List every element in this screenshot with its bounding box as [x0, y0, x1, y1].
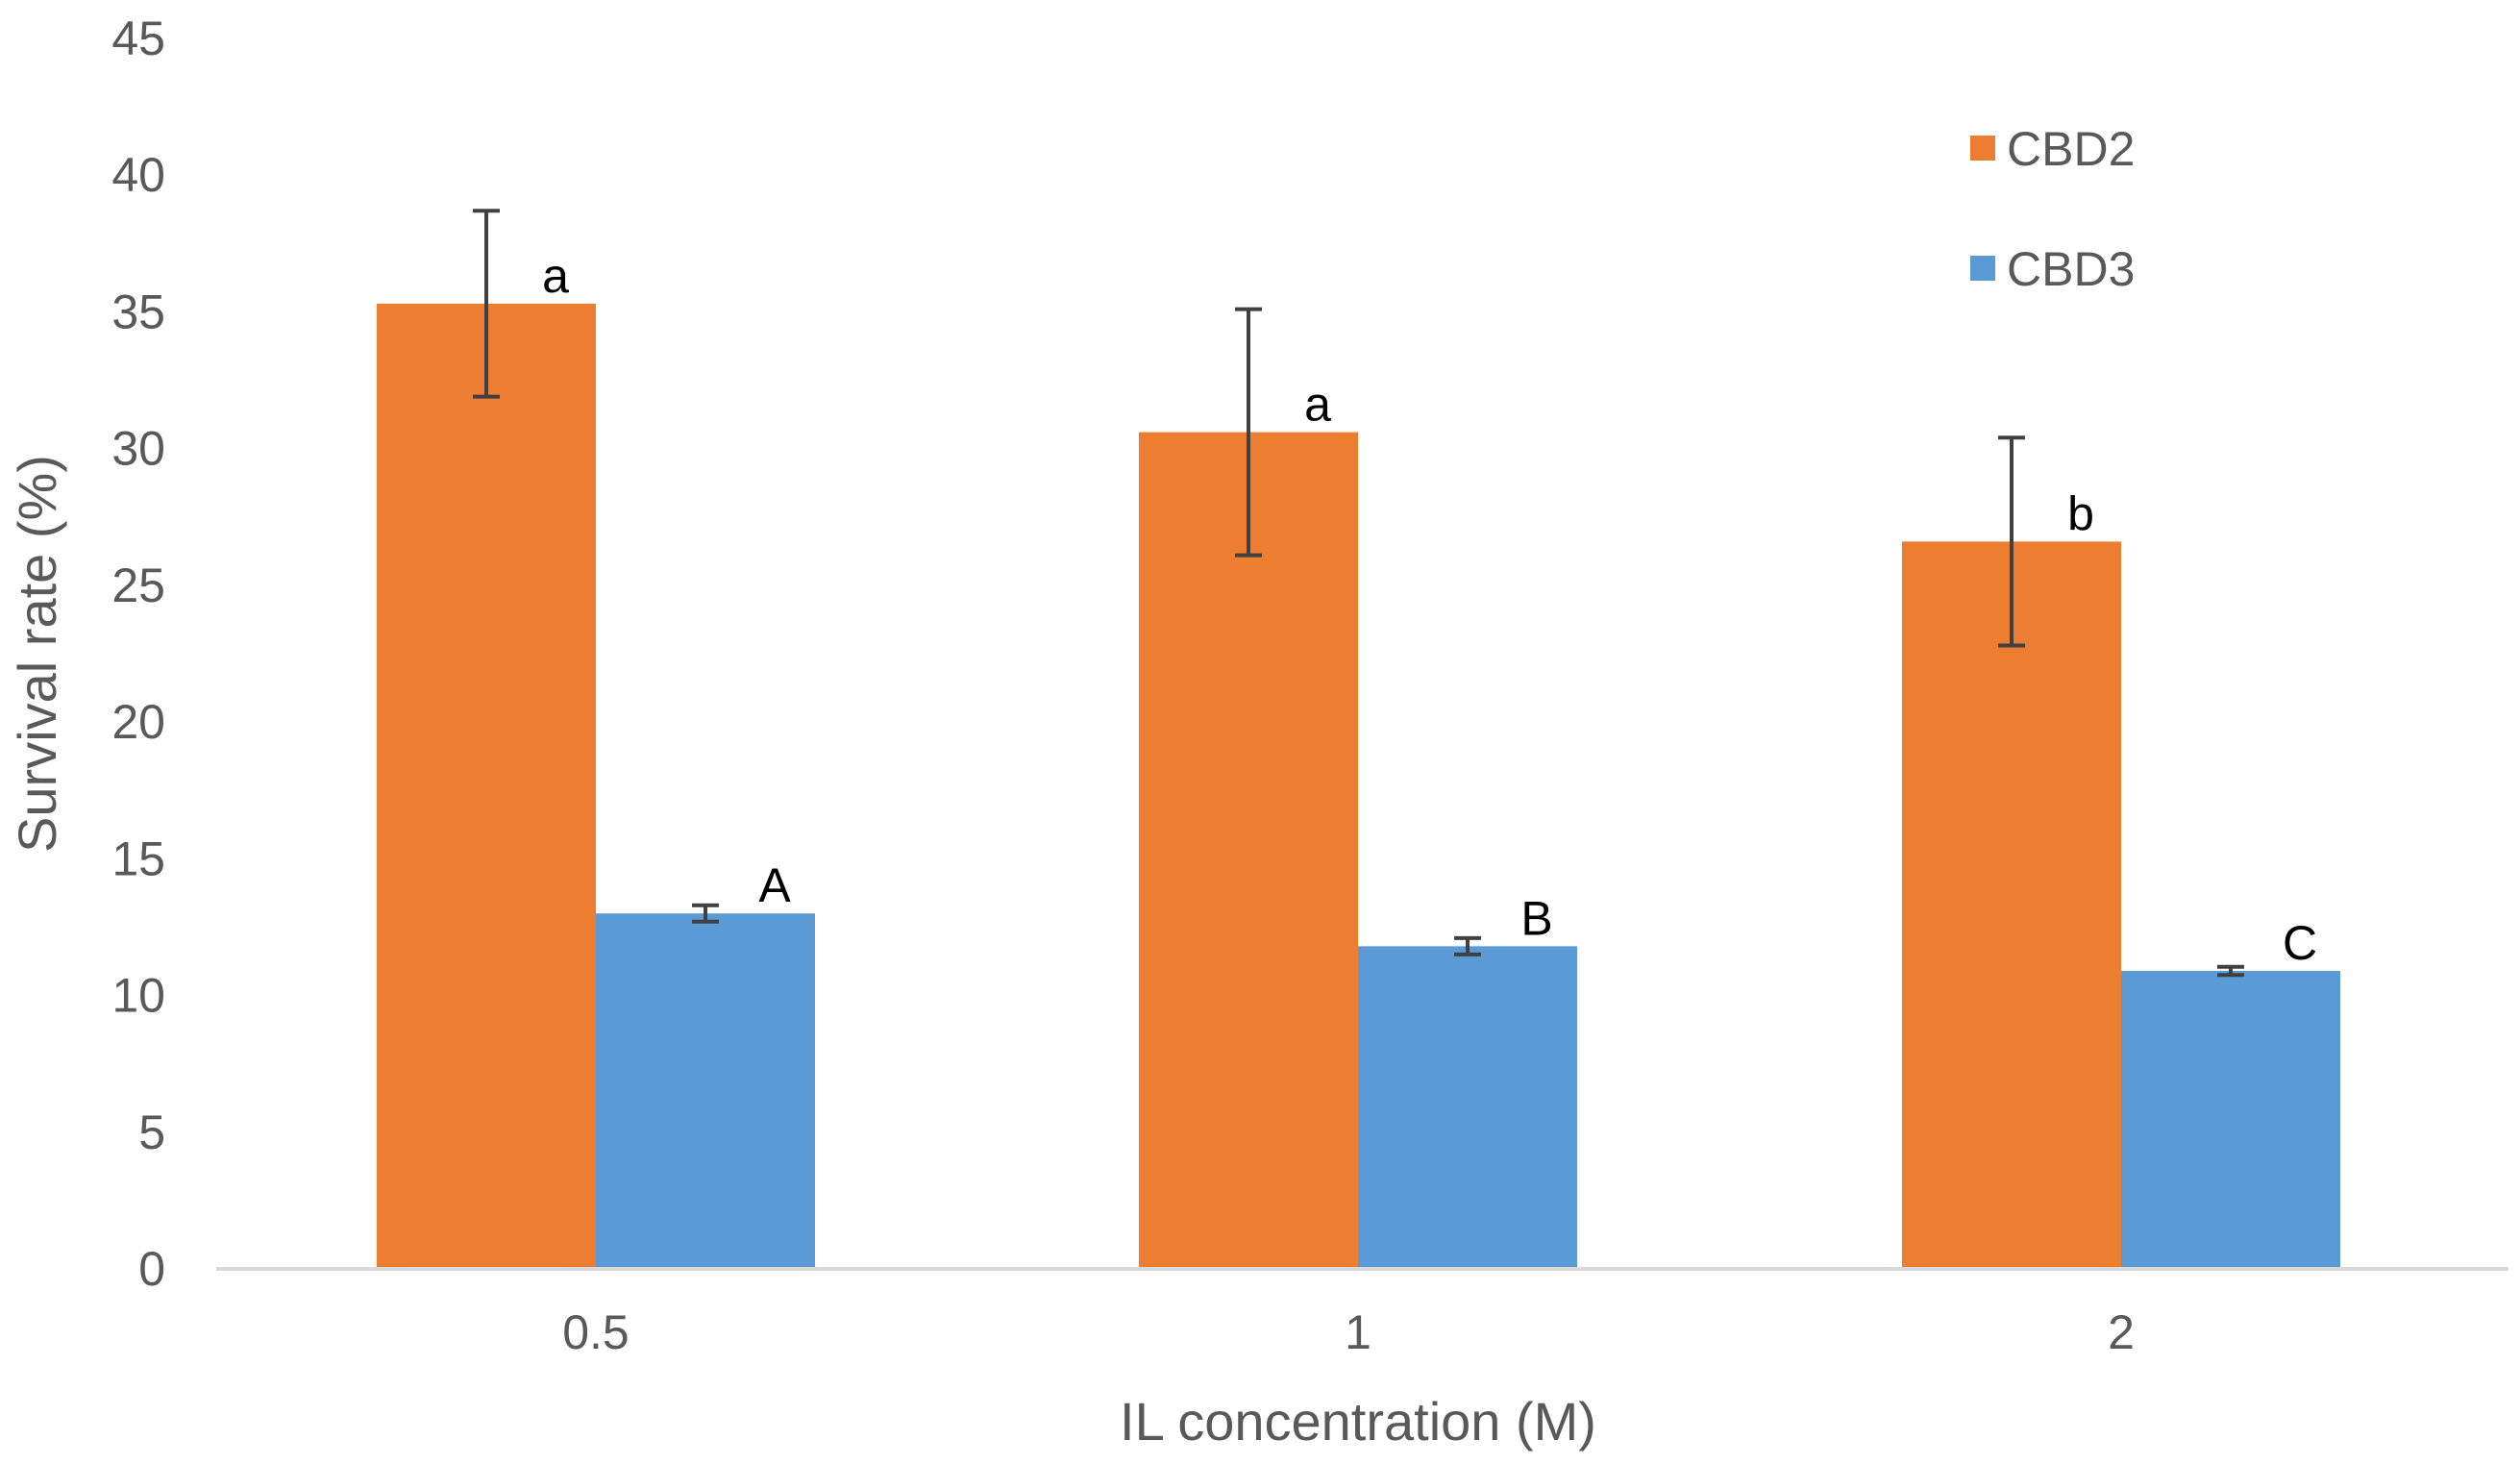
y-tick-label: 30	[111, 422, 165, 476]
y-tick-label: 45	[111, 12, 165, 65]
error-bar-cbd3-2	[2217, 964, 2244, 978]
y-tick-label: 0	[138, 1242, 165, 1296]
legend-swatch-cbd3	[1970, 256, 1995, 281]
y-tick-label: 35	[111, 285, 165, 338]
error-bar-cbd3-0	[692, 903, 719, 924]
error-bar-cbd2-0	[473, 209, 500, 399]
bar-cbd3-1	[1358, 946, 1577, 1269]
significance-labels: a a b A B C	[542, 249, 2317, 970]
x-axis-title: IL concentration (M)	[1120, 1391, 1596, 1452]
significance-label: C	[2283, 916, 2317, 970]
legend-swatch-cbd2	[1970, 136, 1995, 161]
significance-label: A	[758, 858, 791, 912]
bar-cbd3-0	[596, 913, 815, 1269]
legend-label-cbd3: CBD3	[2007, 242, 2135, 296]
bar-cbd3-2	[2121, 970, 2340, 1269]
significance-label: a	[1304, 378, 1331, 432]
legend-label-cbd2: CBD2	[2007, 122, 2135, 176]
y-axis-title: Survival rate (%)	[7, 455, 67, 853]
bar-cbd2-0	[377, 303, 596, 1269]
y-tick-label: 25	[111, 559, 165, 612]
y-tick-label: 10	[111, 969, 165, 1023]
y-tick-label: 15	[111, 832, 165, 885]
x-tick-label: 1	[1345, 1305, 1371, 1359]
error-bar-cbd2-2	[1998, 435, 2025, 648]
error-bar-cbd2-1	[1235, 307, 1262, 558]
x-axis-ticks: 0.5 1 2	[562, 1305, 2135, 1359]
significance-label: a	[542, 249, 569, 303]
y-tick-label: 40	[111, 148, 165, 202]
error-bars	[473, 209, 2244, 978]
y-axis-ticks: 0 5 10 15 20 25 30 35 40 45	[111, 12, 165, 1296]
legend: CBD2 CBD3	[1970, 122, 2135, 296]
significance-label: b	[2067, 486, 2094, 540]
x-tick-label: 2	[2108, 1305, 2135, 1359]
x-tick-label: 0.5	[562, 1305, 630, 1359]
bar-cbd2-2	[1902, 541, 2121, 1269]
y-tick-label: 5	[138, 1105, 165, 1159]
bars	[377, 303, 2340, 1270]
bar-cbd2-1	[1139, 432, 1358, 1270]
significance-label: B	[1520, 891, 1552, 945]
error-bar-cbd3-1	[1454, 935, 1481, 956]
y-tick-label: 20	[111, 695, 165, 749]
